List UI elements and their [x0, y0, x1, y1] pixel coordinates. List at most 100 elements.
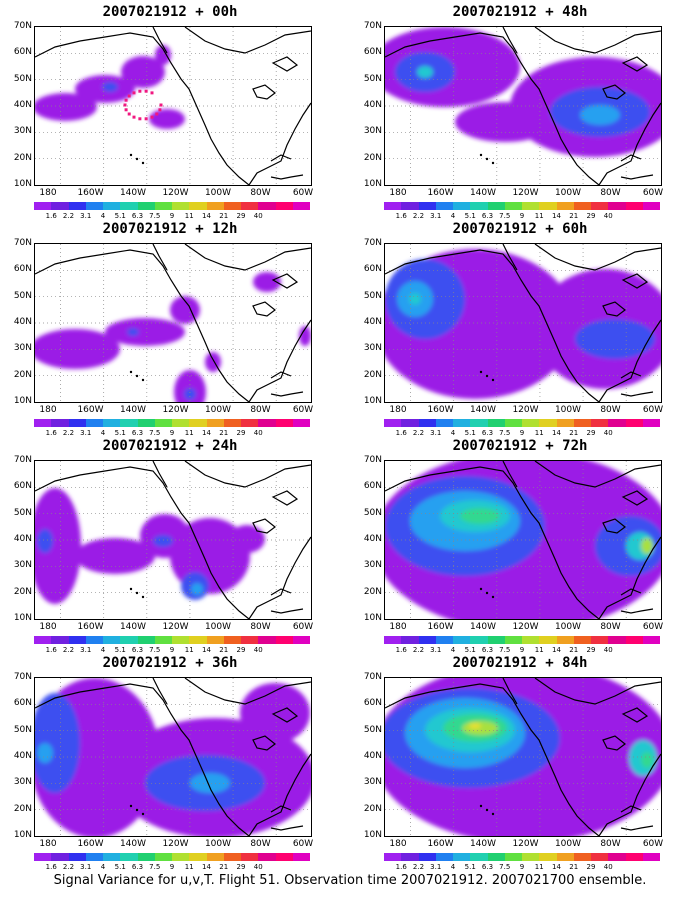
colorbar-label: 14	[202, 212, 211, 220]
colorbar-swatch	[453, 419, 471, 427]
coastline	[502, 27, 518, 54]
coastline	[270, 825, 304, 831]
lat-tick-label: 30N	[13, 777, 32, 788]
coastline	[385, 466, 600, 619]
colorbar-swatch	[642, 853, 660, 861]
colorbar-label: 29	[586, 429, 596, 437]
coastline	[252, 735, 276, 751]
colorbar-swatch	[401, 636, 419, 644]
colorbar-swatch	[573, 853, 591, 861]
panel-title: 2007021912 + 84h	[452, 655, 588, 671]
colorbar-label: 5.1	[114, 863, 126, 871]
colorbar-swatch	[85, 202, 103, 210]
lat-tick-label: 20N	[363, 586, 382, 597]
colorbar-label: 2.2	[62, 646, 75, 654]
lat-tick-label: 40N	[363, 317, 382, 327]
variance-contour-purple	[35, 488, 81, 604]
lon-tick-label: 100W	[204, 839, 232, 849]
colorbar-swatch	[120, 202, 138, 210]
variance-contour-purple	[35, 329, 120, 369]
colorbar-swatch	[189, 853, 207, 861]
colorbar-label: 7.5	[499, 429, 511, 437]
colorbar-swatch	[539, 636, 557, 644]
lon-tick-label: 60W	[292, 839, 314, 849]
coastline	[534, 678, 661, 705]
lon-tick-label: 180	[39, 622, 57, 632]
coastline	[620, 805, 642, 813]
colorbar-swatch	[608, 419, 626, 427]
colorbar-label: 3.1	[430, 429, 442, 437]
lat-tick-label: 50N	[363, 290, 382, 301]
colorbar-label: 40	[253, 429, 263, 437]
lon-tick-label: 80W	[600, 622, 621, 632]
variance-contour-yellowgreen	[641, 538, 653, 554]
colorbar-swatch	[470, 419, 488, 427]
variance-contour-green	[641, 752, 653, 768]
coastline	[271, 490, 299, 506]
colorbar-swatch	[206, 853, 224, 861]
island	[141, 812, 145, 816]
colorbar	[34, 636, 310, 644]
colorbar-swatch	[241, 853, 259, 861]
colorbar-swatch	[418, 853, 436, 861]
colorbar	[384, 202, 660, 210]
map-panel-60h: 2007021912 + 60h 70N 60N 50N 40N 30N 20N 10N 180…	[350, 221, 690, 437]
colorbar-label: 7.5	[499, 863, 511, 871]
map-area	[34, 243, 312, 403]
lat-tick-label: 50N	[13, 290, 32, 301]
variance-contour-purple	[170, 296, 200, 324]
lat-tick-label: 50N	[363, 724, 382, 735]
colorbar-label: 14	[552, 863, 561, 871]
variance-contour-blue	[37, 529, 53, 553]
variance-field	[35, 678, 311, 836]
lat-tick-label: 20N	[13, 803, 32, 814]
colorbar-swatch	[470, 636, 488, 644]
colorbar-swatch	[172, 636, 190, 644]
lon-tick-label: 180	[39, 839, 57, 849]
lon-tick-label: 160W	[77, 405, 104, 415]
colorbar-label: 6.3	[481, 646, 494, 654]
colorbar-label: 3.1	[80, 646, 92, 654]
colorbar-label: 6.3	[481, 863, 494, 871]
observation-point	[132, 115, 136, 119]
lon-tick-label: 140W	[119, 405, 147, 415]
coastline	[598, 753, 661, 836]
island	[479, 587, 483, 591]
colorbar-label: 29	[586, 863, 596, 871]
lat-tick-label: 30N	[13, 560, 32, 571]
colorbar-swatch	[258, 636, 276, 644]
map-canvas	[35, 678, 311, 836]
coastline	[620, 391, 654, 397]
coastline	[252, 518, 276, 534]
colorbar-swatch	[573, 202, 591, 210]
variance-contour-lightblue	[580, 105, 620, 125]
lon-tick-label: 140W	[119, 622, 147, 632]
lon-tick-label: 100W	[554, 622, 582, 632]
lat-tick-label: 60N	[363, 264, 382, 275]
variance-contour-purple	[155, 45, 171, 65]
island	[141, 161, 145, 165]
colorbar-label: 4	[100, 863, 106, 871]
colorbar	[384, 636, 660, 644]
lat-tick-label: 70N	[13, 238, 32, 248]
colorbar-label: 4	[100, 212, 106, 220]
colorbar-label: 40	[253, 646, 263, 654]
map-canvas	[385, 244, 661, 402]
lon-tick-label: 100W	[554, 405, 582, 415]
lon-tick-label: 80W	[250, 405, 271, 415]
colorbar-labels: 1.6 2.2 3.1 4 5.1 6.3 7.5 9 11 14 21 29 40	[384, 429, 660, 439]
colorbar-label: 11	[534, 646, 544, 654]
colorbar-swatch	[154, 202, 172, 210]
map-panel-24h: 2007021912 + 24h 70N 60N 50N 40N 30N 20N 10N 180…	[0, 438, 340, 654]
coastline	[270, 805, 292, 813]
colorbar-label: 3.1	[80, 429, 92, 437]
colorbar-swatch	[435, 419, 453, 427]
colorbar-swatch	[487, 202, 505, 210]
coastline	[184, 678, 311, 705]
lon-tick-label: 100W	[554, 188, 582, 198]
map-area	[34, 677, 312, 837]
lat-tick-label: 30N	[13, 343, 32, 354]
lon-tick-label: 60W	[292, 622, 314, 632]
coastline	[502, 461, 518, 488]
coastline	[620, 588, 642, 596]
